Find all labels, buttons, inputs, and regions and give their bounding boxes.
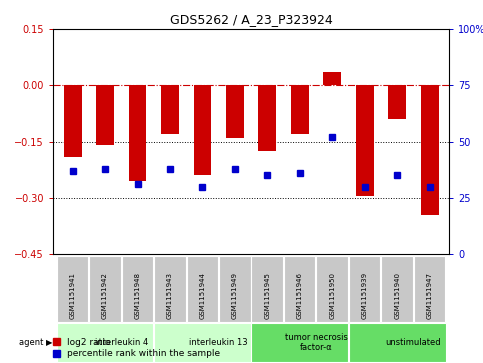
Bar xyxy=(291,85,309,134)
Bar xyxy=(349,256,381,322)
Bar xyxy=(89,256,121,322)
Text: GSM1151946: GSM1151946 xyxy=(297,273,303,319)
Text: unstimulated: unstimulated xyxy=(385,338,441,347)
Bar xyxy=(316,256,348,322)
Bar xyxy=(122,256,153,322)
Bar xyxy=(284,256,315,322)
Bar xyxy=(219,256,251,322)
Bar xyxy=(349,323,446,362)
Bar xyxy=(388,85,406,119)
Text: GSM1151944: GSM1151944 xyxy=(199,273,205,319)
Text: GSM1151943: GSM1151943 xyxy=(167,273,173,319)
Text: GSM1151945: GSM1151945 xyxy=(264,273,270,319)
Bar xyxy=(64,85,82,156)
Bar xyxy=(154,256,185,322)
Bar xyxy=(382,256,413,322)
Bar xyxy=(57,256,88,322)
Bar xyxy=(154,323,251,362)
Text: GSM1151949: GSM1151949 xyxy=(232,273,238,319)
Bar xyxy=(128,85,146,181)
Text: GSM1151950: GSM1151950 xyxy=(329,273,335,319)
Text: interleukin 13: interleukin 13 xyxy=(189,338,248,347)
Bar xyxy=(252,323,348,362)
Legend: log2 ratio, percentile rank within the sample: log2 ratio, percentile rank within the s… xyxy=(53,338,220,359)
Bar xyxy=(421,85,439,215)
Bar xyxy=(252,256,283,322)
Text: tumor necrosis
factor-α: tumor necrosis factor-α xyxy=(284,333,348,352)
Text: GSM1151948: GSM1151948 xyxy=(135,273,141,319)
Text: GSM1151947: GSM1151947 xyxy=(426,273,433,319)
Bar xyxy=(324,72,341,85)
Text: GSM1151940: GSM1151940 xyxy=(394,273,400,319)
Bar xyxy=(226,85,244,138)
Text: interleukin 4: interleukin 4 xyxy=(95,338,148,347)
Bar xyxy=(161,85,179,134)
Bar xyxy=(57,323,154,362)
Bar xyxy=(186,256,218,322)
Bar xyxy=(194,85,212,175)
Text: GSM1151941: GSM1151941 xyxy=(70,273,76,319)
Bar xyxy=(96,85,114,145)
Title: GDS5262 / A_23_P323924: GDS5262 / A_23_P323924 xyxy=(170,13,332,26)
Bar xyxy=(356,85,374,196)
Text: agent ▶: agent ▶ xyxy=(19,338,53,347)
Bar xyxy=(258,85,276,151)
Bar xyxy=(414,256,445,322)
Text: GSM1151939: GSM1151939 xyxy=(362,272,368,319)
Text: GSM1151942: GSM1151942 xyxy=(102,273,108,319)
